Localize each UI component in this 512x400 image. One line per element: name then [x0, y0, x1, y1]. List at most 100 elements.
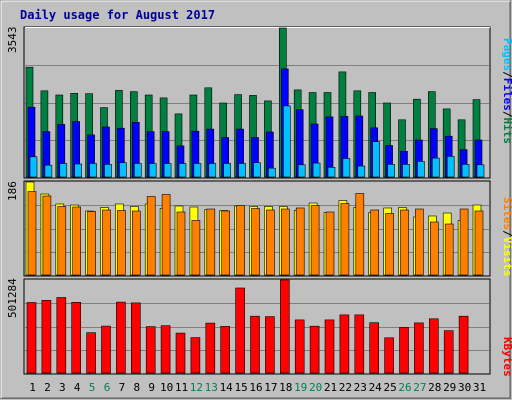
kbytes-bar-day-4	[71, 301, 81, 374]
sites-bar-day-21	[325, 211, 335, 276]
x-tick-label-day-30: 30	[458, 381, 471, 394]
kbytes-bar-day-9	[145, 326, 156, 374]
ylabel-files: Files	[501, 78, 512, 111]
pages-bar-day-17	[268, 167, 276, 178]
pages-bar-day-12	[193, 163, 202, 178]
pages-bar-day-23	[357, 165, 366, 178]
kbytes-bar-day-3	[56, 297, 67, 374]
ylabel-hits: Hits	[501, 118, 512, 145]
sites-bar-day-20	[310, 205, 320, 276]
pages-bar-day-21	[327, 167, 336, 178]
pages-bar-day-24	[372, 141, 381, 178]
bottom-ymax-label: 501284	[6, 278, 19, 318]
kbytes-bar-day-12	[190, 337, 201, 374]
kbytes-bar-day-2	[41, 299, 52, 374]
x-tick-label-day-24: 24	[369, 381, 383, 394]
kbytes-bar-day-15	[235, 287, 245, 374]
kbytes-bar-day-20	[309, 325, 320, 374]
kbytes-bar-day-25	[384, 337, 394, 374]
middle-panel-bars	[25, 181, 489, 276]
x-tick-label-day-14: 14	[220, 381, 234, 394]
sites-bar-day-4	[72, 206, 81, 276]
x-tick-label-day-27: 27	[413, 381, 426, 394]
sites-bar-day-11	[176, 211, 186, 276]
sites-bar-day-14	[221, 210, 230, 276]
x-tick-label-day-4: 4	[74, 381, 81, 394]
pages-bar-day-26	[402, 164, 410, 178]
pages-bar-day-25	[387, 164, 395, 178]
pages-bar-day-19	[297, 164, 306, 178]
x-tick-label-day-26: 26	[398, 381, 411, 394]
x-tick-label-day-5: 5	[89, 381, 96, 394]
sites-bar-day-29	[444, 223, 454, 276]
kbytes-bar-day-28	[428, 318, 439, 374]
x-tick-label-day-2: 2	[44, 381, 51, 394]
x-tick-label-day-13: 13	[205, 381, 218, 394]
x-tick-label-day-28: 28	[428, 381, 441, 394]
pages-bar-day-28	[431, 157, 440, 178]
pages-bar-day-8	[134, 163, 142, 178]
top-panel-bars	[25, 27, 489, 178]
pages-bar-day-15	[238, 163, 246, 178]
pages-bar-day-13	[208, 163, 217, 178]
pages-bar-day-6	[104, 164, 112, 178]
kbytes-bar-day-22	[339, 314, 350, 374]
pages-bar-day-18	[282, 105, 291, 178]
kbytes-bar-day-29	[443, 330, 454, 374]
x-tick-label-day-9: 9	[148, 381, 155, 394]
kbytes-bar-day-21	[324, 319, 335, 374]
kbytes-bar-day-6	[101, 325, 111, 374]
sites-bar-day-27	[415, 208, 424, 276]
sites-bar-day-6	[102, 209, 111, 276]
x-tick-label-day-7: 7	[119, 381, 126, 394]
kbytes-bar-day-16	[250, 315, 260, 374]
top-ylabel: Pages/Files/Hits	[501, 38, 512, 144]
x-tick-label-day-20: 20	[309, 381, 322, 394]
pages-bar-day-22	[342, 158, 351, 178]
pages-bar-day-16	[253, 162, 261, 178]
kbytes-bar-day-10	[160, 325, 171, 374]
x-tick-label-day-25: 25	[383, 381, 396, 394]
kbytes-bar-day-17	[265, 316, 275, 374]
kbytes-bar-day-27	[414, 322, 424, 374]
pages-bar-day-7	[119, 162, 127, 178]
pages-bar-day-14	[223, 163, 231, 178]
middle-ylabel: Sites/Visits	[501, 197, 512, 277]
x-axis-day-labels: 1 2 3 4 5 6 7 8 9 10 11 12 13 14 15 16 17 18 19 20 21 22 23 24 2…	[29, 381, 486, 394]
x-tick-label-day-11: 11	[175, 381, 188, 394]
sites-bar-day-3	[57, 206, 67, 276]
pages-bar-day-9	[148, 163, 157, 178]
pages-bar-day-10	[163, 163, 172, 178]
x-tick-label-day-16: 16	[249, 381, 262, 394]
sites-bar-day-8	[132, 210, 141, 276]
x-tick-label-day-12: 12	[190, 381, 203, 394]
top-ymax-label: 3543	[6, 27, 19, 54]
sites-bar-day-13	[206, 208, 216, 276]
x-tick-label-day-3: 3	[59, 381, 66, 394]
sites-bar-day-30	[459, 208, 469, 276]
kbytes-bar-day-1	[26, 302, 37, 374]
x-tick-label-day-19: 19	[294, 381, 307, 394]
pages-bar-day-31	[476, 164, 485, 178]
sites-bar-day-7	[117, 210, 126, 276]
pages-bar-day-3	[59, 163, 68, 178]
ylabel-pages: Pages	[501, 38, 512, 71]
sites-bar-day-5	[87, 211, 96, 276]
pages-bar-day-11	[178, 163, 187, 178]
kbytes-bar-day-14	[220, 326, 230, 374]
sites-bar-day-24	[370, 209, 380, 276]
kbytes-bar-day-19	[294, 319, 305, 374]
pages-bar-day-29	[446, 156, 455, 178]
x-tick-label-day-31: 31	[473, 381, 486, 394]
kbytes-bar-day-13	[205, 322, 216, 374]
ylabel-visits: Visits	[501, 237, 512, 277]
pages-bar-day-20	[312, 162, 321, 178]
x-tick-label-day-17: 17	[264, 381, 277, 394]
x-tick-label-day-6: 6	[104, 381, 111, 394]
kbytes-bar-day-18	[279, 279, 290, 374]
x-tick-label-day-1: 1	[29, 381, 36, 394]
sites-bar-day-1	[27, 191, 37, 276]
ylabel-sep-3: /	[501, 230, 512, 237]
pages-bar-day-2	[44, 164, 53, 178]
